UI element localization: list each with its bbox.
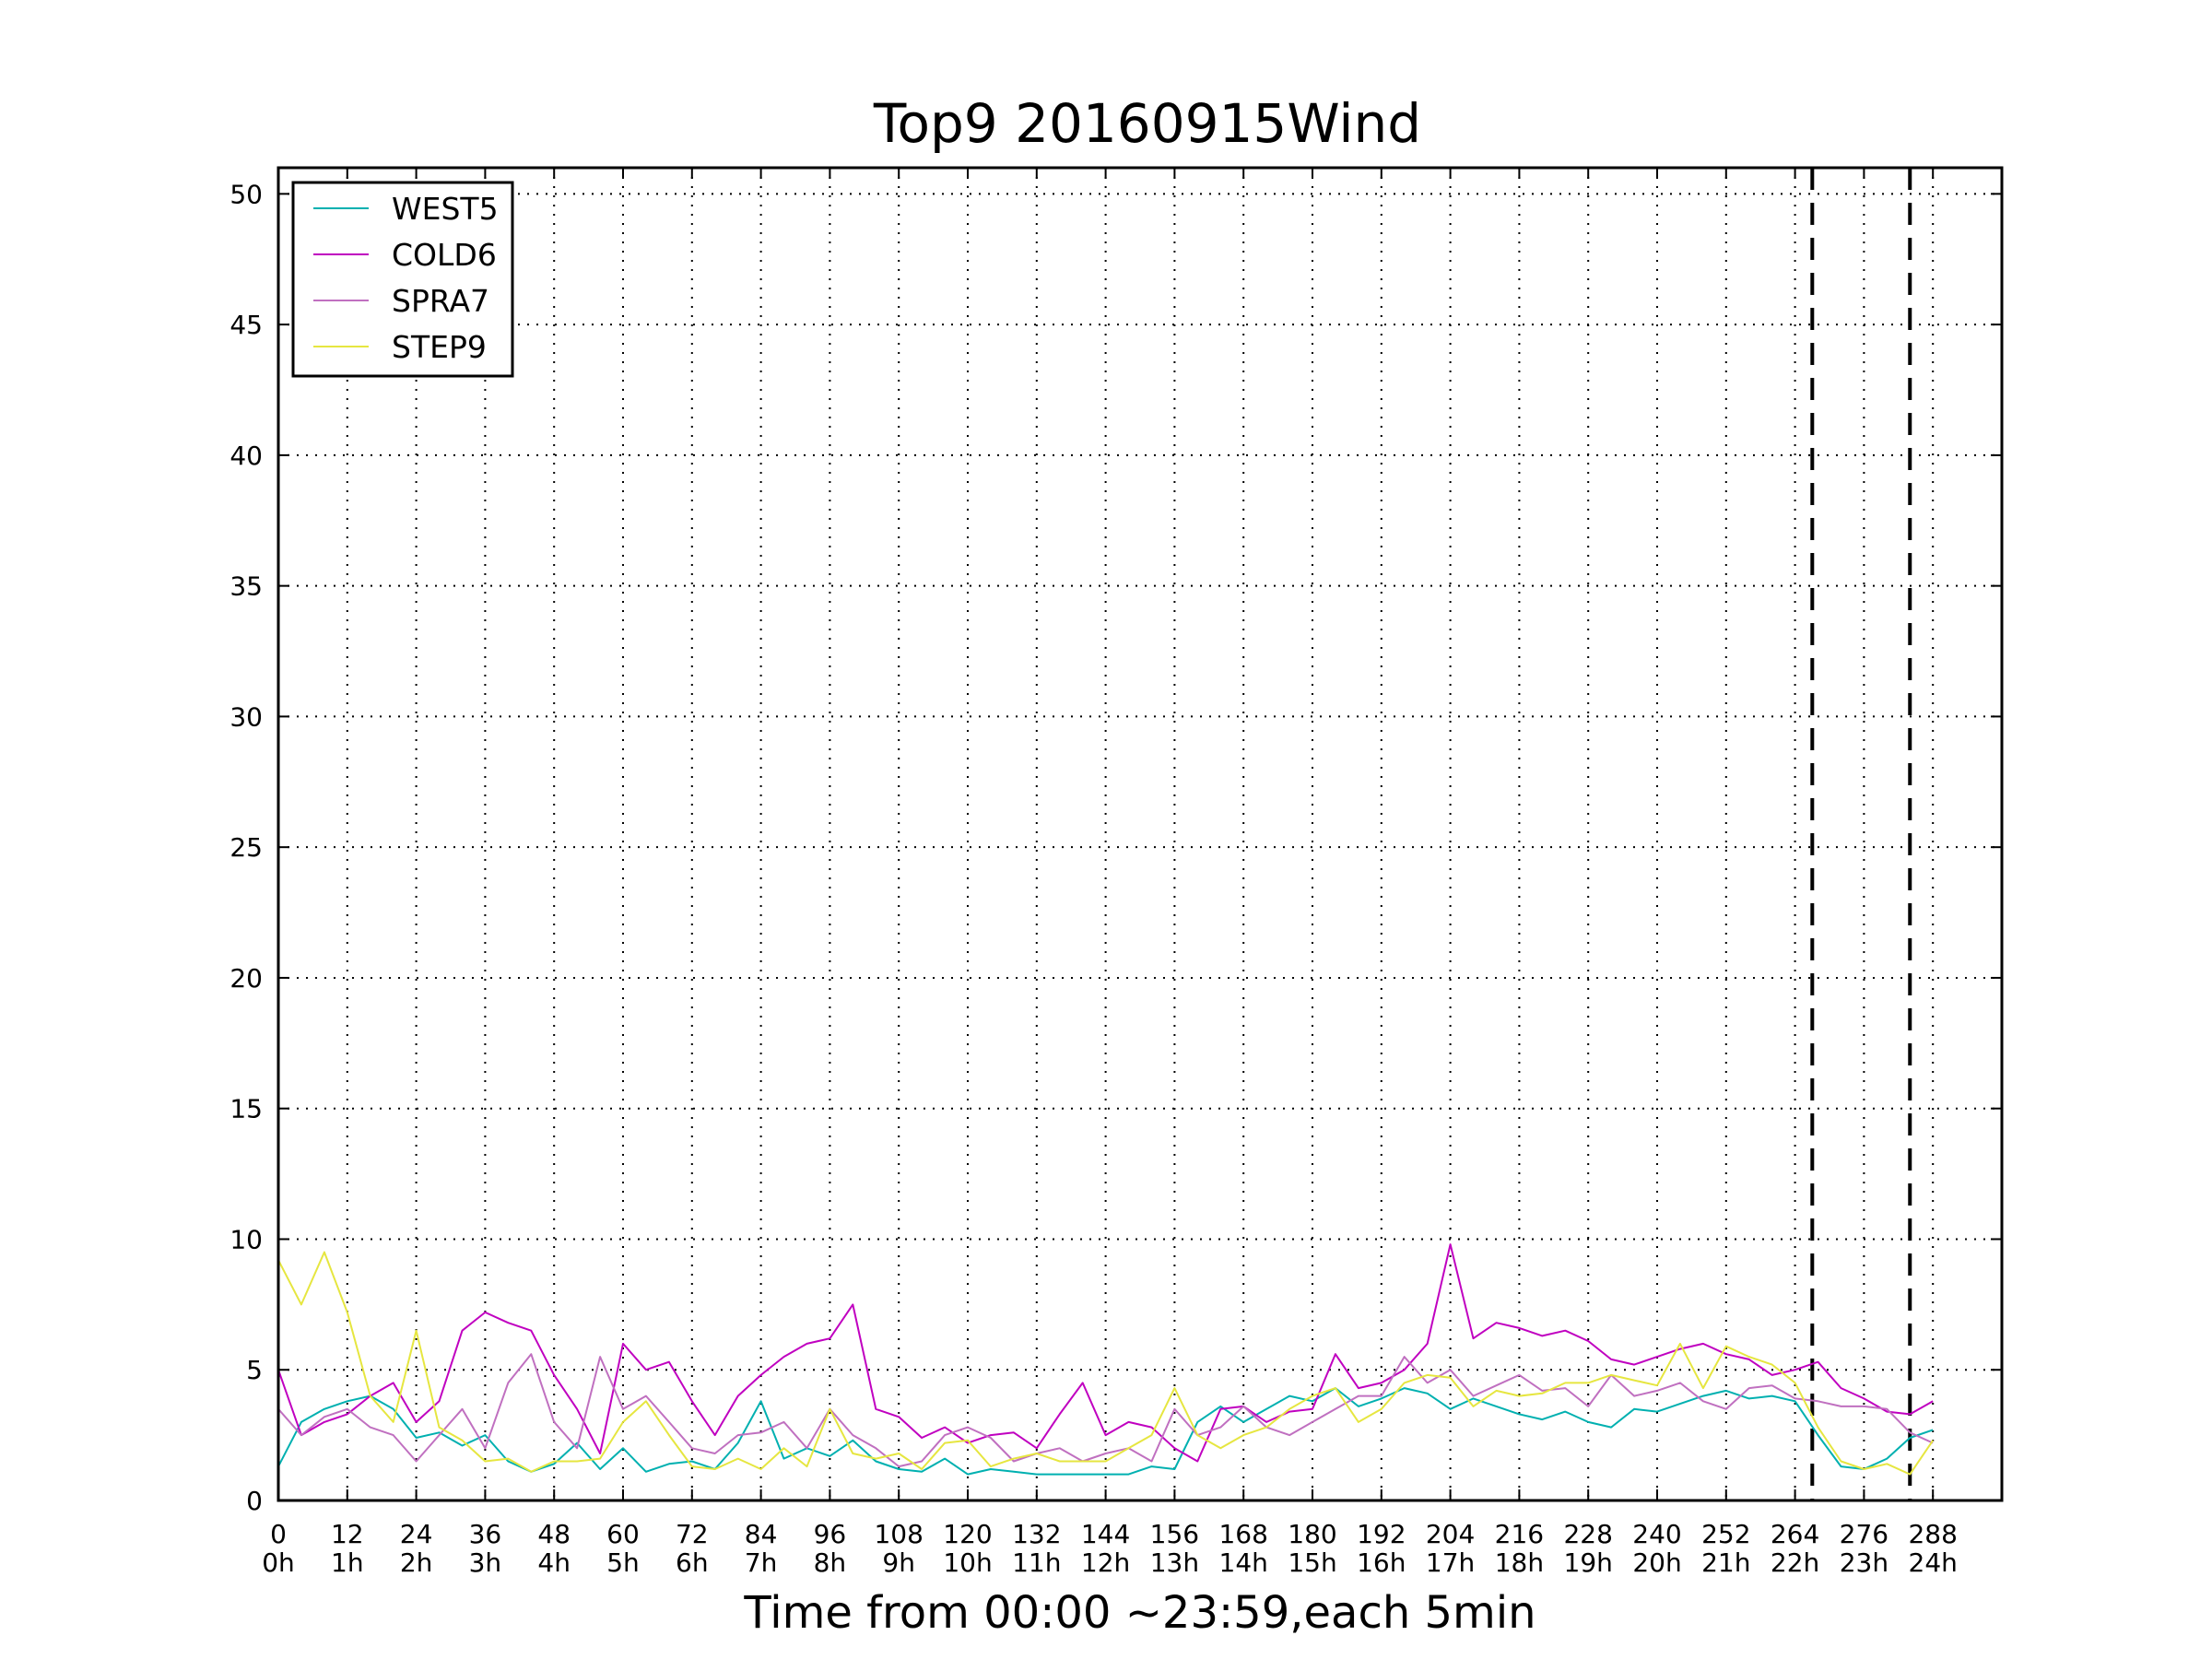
y-tick-label: 0 [246, 1486, 263, 1516]
plot-area-frame [276, 166, 2004, 1502]
x-tick-hour-label: 2h [400, 1547, 433, 1578]
x-tick-label: 168 [1218, 1519, 1267, 1549]
x-tick-hour-label: 7h [745, 1547, 778, 1578]
y-tick-label: 30 [229, 701, 263, 732]
x-tick-label: 36 [469, 1519, 502, 1549]
x-tick-hour-label: 21h [1701, 1547, 1750, 1578]
x-tick-hour-label: 16h [1357, 1547, 1406, 1578]
x-tick-hour-label: 12h [1081, 1547, 1130, 1578]
x-tick-hour-label: 19h [1564, 1547, 1613, 1578]
x-tick-hour-label: 22h [1771, 1547, 1819, 1578]
x-tick-label: 60 [606, 1519, 640, 1549]
x-tick-label: 264 [1771, 1519, 1819, 1549]
x-tick-label: 288 [1908, 1519, 1957, 1549]
x-tick-label: 216 [1495, 1519, 1544, 1549]
x-tick-label: 84 [745, 1519, 778, 1549]
x-tick-label: 228 [1563, 1519, 1612, 1549]
x-tick-label: 252 [1701, 1519, 1750, 1549]
y-tick-label: 10 [229, 1224, 263, 1254]
x-tick-label: 240 [1632, 1519, 1681, 1549]
series-line-spra7 [277, 1353, 1934, 1468]
series-line-step9 [277, 1251, 1935, 1476]
x-tick-hour-label: 13h [1150, 1547, 1199, 1578]
x-tick-label: 180 [1288, 1519, 1336, 1549]
series-line-west5 [277, 1387, 1934, 1476]
legend-label-step9: STEP9 [392, 329, 487, 365]
legend-label-west5: WEST5 [392, 191, 499, 227]
x-tick-label: 12 [331, 1519, 364, 1549]
tick-layer: 00h121h242h363h484h605h726h847h968h1089h… [229, 168, 2002, 1578]
x-tick-label: 96 [814, 1519, 847, 1549]
x-tick-hour-label: 15h [1288, 1547, 1336, 1578]
series-line-cold6 [277, 1243, 1934, 1463]
y-tick-label: 5 [246, 1355, 263, 1385]
x-tick-label: 156 [1150, 1519, 1199, 1549]
legend-label-cold6: COLD6 [392, 237, 497, 273]
x-tick-hour-label: 24h [1909, 1547, 1958, 1578]
y-tick-label: 50 [229, 179, 263, 209]
x-tick-label: 192 [1357, 1519, 1406, 1549]
x-tick-label: 120 [943, 1519, 992, 1549]
x-tick-hour-label: 23h [1840, 1547, 1888, 1578]
y-tick-label: 45 [229, 310, 263, 340]
x-tick-hour-label: 17h [1426, 1547, 1475, 1578]
chart-title: Top9 20160915Wind [873, 92, 1421, 155]
x-tick-label: 144 [1081, 1519, 1130, 1549]
series-layer [277, 1243, 1935, 1476]
x-tick-hour-label: 20h [1632, 1547, 1681, 1578]
x-tick-hour-label: 11h [1012, 1547, 1061, 1578]
y-tick-label: 15 [229, 1094, 263, 1124]
x-tick-label: 24 [400, 1519, 433, 1549]
legend: WEST5 COLD6 SPRA7 STEP9 [291, 181, 514, 378]
legend-box [291, 181, 514, 378]
y-tick-label: 25 [229, 832, 263, 863]
x-tick-hour-label: 6h [676, 1547, 709, 1578]
vertical-marker-layer [1810, 168, 1912, 1500]
x-tick-label: 132 [1012, 1519, 1061, 1549]
x-tick-hour-label: 3h [469, 1547, 502, 1578]
x-tick-label: 48 [537, 1519, 571, 1549]
x-tick-hour-label: 14h [1219, 1547, 1268, 1578]
x-tick-hour-label: 0h [262, 1547, 295, 1578]
x-tick-hour-label: 1h [331, 1547, 364, 1578]
x-tick-hour-label: 5h [606, 1547, 640, 1578]
x-axis-label: Time from 00:00 ~23:59,each 5min [743, 1587, 1535, 1639]
legend-label-spra7: SPRA7 [392, 283, 489, 319]
x-tick-label: 0 [270, 1519, 287, 1549]
x-tick-label: 108 [874, 1519, 923, 1549]
y-tick-label: 35 [229, 571, 263, 602]
x-tick-hour-label: 4h [537, 1547, 571, 1578]
x-tick-hour-label: 8h [814, 1547, 847, 1578]
x-tick-hour-label: 10h [943, 1547, 992, 1578]
x-tick-label: 276 [1840, 1519, 1888, 1549]
grid-layer [278, 168, 2002, 1500]
x-tick-label: 204 [1426, 1519, 1475, 1549]
y-tick-label: 20 [229, 963, 263, 994]
x-tick-hour-label: 9h [882, 1547, 915, 1578]
y-tick-label: 40 [229, 441, 263, 471]
x-tick-hour-label: 18h [1495, 1547, 1544, 1578]
x-tick-label: 72 [676, 1519, 709, 1549]
